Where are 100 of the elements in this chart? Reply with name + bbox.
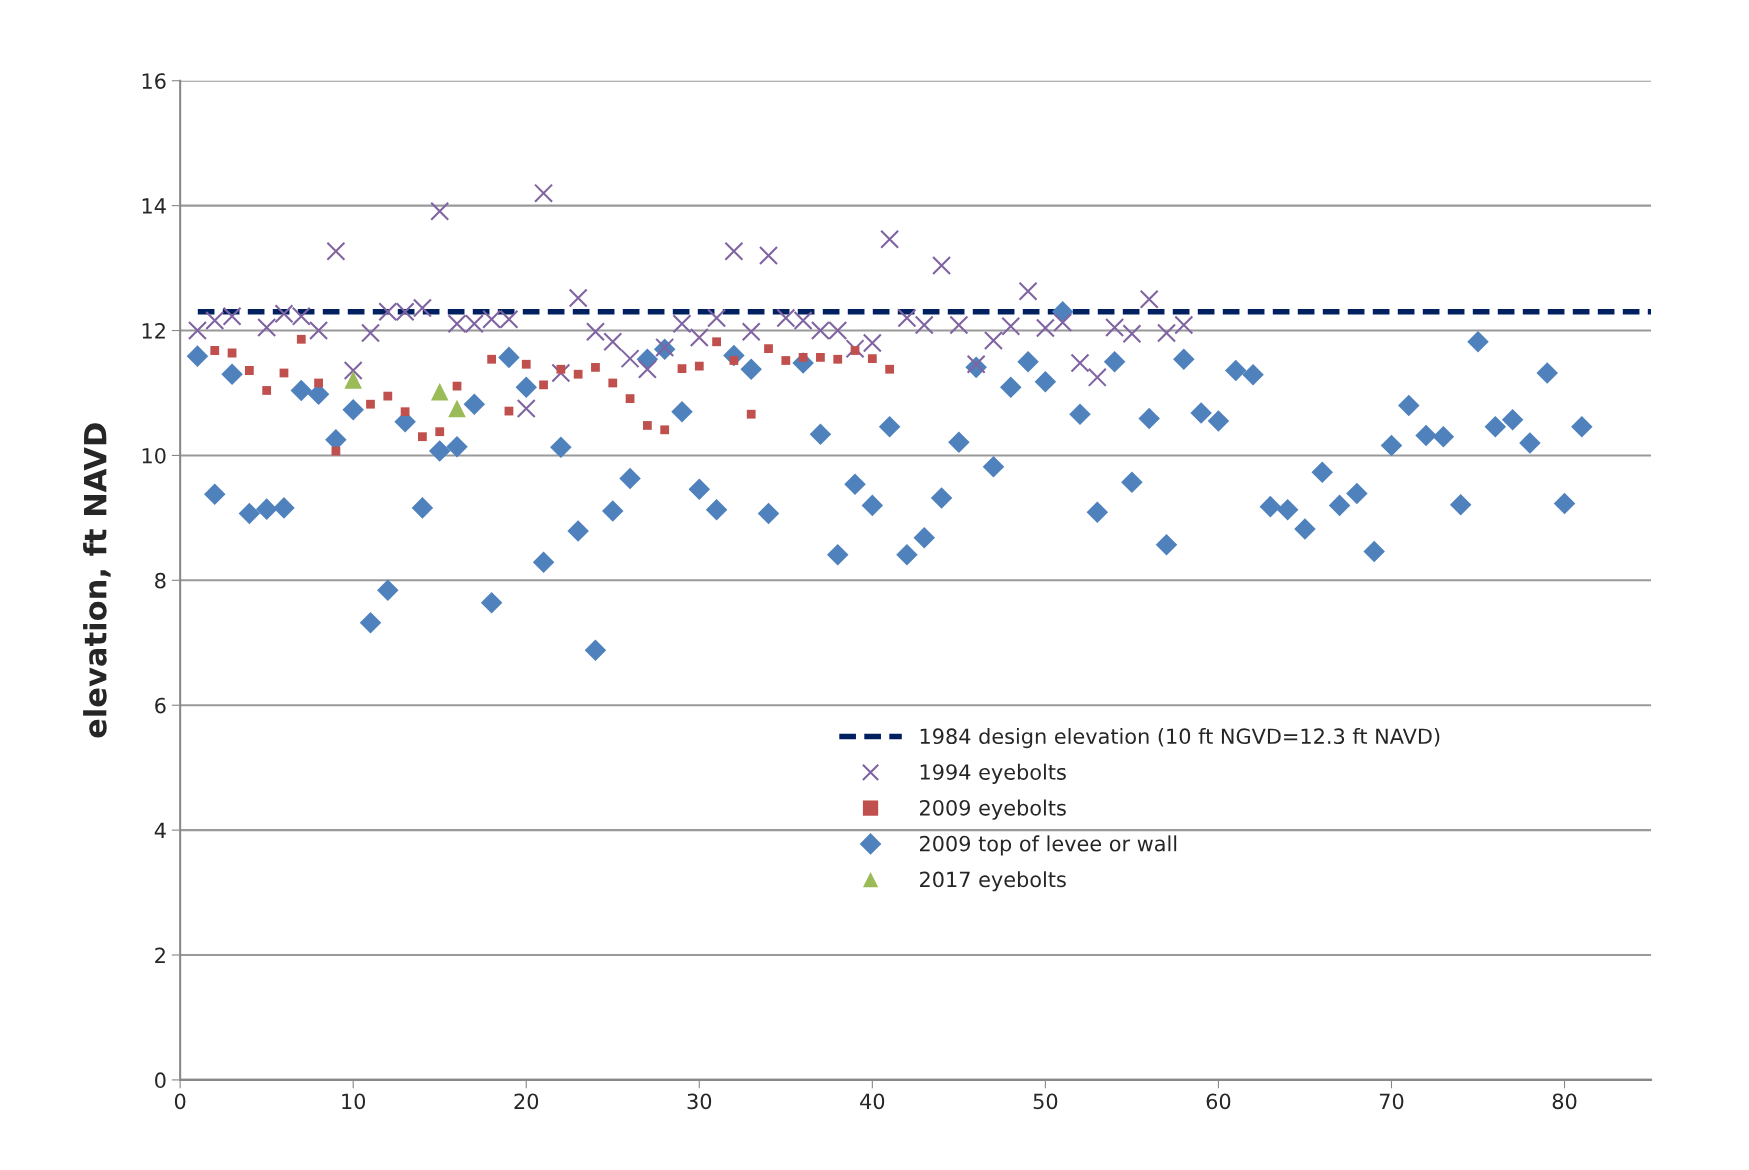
point bbox=[862, 333, 882, 353]
point bbox=[660, 425, 670, 435]
point bbox=[573, 369, 583, 379]
legend-label: 2017 eyebolts bbox=[919, 871, 1066, 892]
point bbox=[1174, 315, 1194, 335]
point bbox=[539, 380, 548, 390]
point bbox=[435, 427, 445, 437]
y-tick-label: 16 bbox=[142, 73, 166, 89]
x-tick-label: 40 bbox=[860, 1093, 885, 1110]
point bbox=[556, 364, 566, 374]
point bbox=[585, 322, 606, 342]
point bbox=[262, 386, 272, 395]
point bbox=[781, 356, 791, 365]
x-tick-label: 30 bbox=[687, 1093, 712, 1110]
point bbox=[845, 339, 865, 359]
y-tick-label: 12 bbox=[142, 322, 165, 339]
point bbox=[516, 399, 536, 419]
x-tick-label: 70 bbox=[1379, 1093, 1404, 1110]
x-tick-label: 60 bbox=[1206, 1093, 1231, 1110]
point bbox=[326, 241, 346, 261]
point bbox=[383, 391, 393, 401]
point bbox=[625, 394, 635, 403]
point bbox=[741, 322, 761, 342]
point bbox=[187, 320, 207, 341]
point bbox=[296, 334, 306, 344]
point bbox=[798, 352, 808, 362]
point bbox=[551, 363, 571, 383]
point bbox=[487, 354, 497, 364]
point bbox=[314, 378, 323, 388]
point bbox=[897, 308, 917, 328]
point bbox=[1139, 289, 1159, 309]
point bbox=[309, 320, 329, 341]
legend-label: 2009 eyebolts bbox=[919, 799, 1066, 820]
legend-label: 1984 design elevation (10 ft NGVD=12.3 ft NAVD) bbox=[920, 727, 1440, 749]
point bbox=[949, 315, 969, 335]
point bbox=[833, 354, 843, 364]
point bbox=[257, 317, 277, 337]
x-tick-label: 80 bbox=[1552, 1093, 1577, 1110]
point bbox=[344, 371, 362, 389]
point bbox=[244, 366, 254, 375]
point bbox=[983, 330, 1004, 351]
point bbox=[448, 399, 466, 418]
point bbox=[1156, 323, 1177, 343]
y-tick-label: 14 bbox=[142, 198, 166, 214]
point bbox=[712, 337, 721, 347]
point bbox=[591, 362, 600, 372]
point bbox=[867, 354, 877, 364]
point bbox=[764, 344, 773, 354]
point bbox=[694, 361, 704, 371]
point bbox=[637, 359, 657, 379]
x-tick-label: 0 bbox=[174, 1093, 186, 1110]
point bbox=[746, 409, 756, 419]
point bbox=[1018, 281, 1038, 301]
point bbox=[1087, 367, 1107, 387]
point bbox=[642, 421, 652, 430]
point bbox=[932, 256, 952, 276]
x-tick-label: 50 bbox=[1033, 1093, 1058, 1110]
point bbox=[1035, 318, 1055, 338]
point bbox=[343, 360, 363, 381]
point bbox=[816, 352, 825, 362]
y-axis-title: elevation, ft NAVD bbox=[83, 423, 111, 738]
point bbox=[603, 332, 623, 352]
point bbox=[430, 201, 450, 221]
point bbox=[914, 315, 934, 335]
point bbox=[205, 310, 225, 331]
point bbox=[1070, 353, 1090, 373]
point bbox=[418, 432, 427, 442]
point bbox=[850, 346, 860, 355]
point bbox=[430, 382, 449, 401]
y-tick-label: 6 bbox=[155, 697, 166, 714]
x-tick-label: 20 bbox=[514, 1093, 539, 1110]
y-tick-label: 4 bbox=[154, 822, 166, 839]
legend-label: 1994 eyebolts bbox=[920, 763, 1066, 784]
point bbox=[885, 364, 895, 374]
point bbox=[707, 308, 727, 328]
legend-label: 2009 top of levee or wall bbox=[919, 835, 1177, 856]
point bbox=[672, 314, 692, 334]
point bbox=[677, 364, 687, 374]
point bbox=[534, 183, 554, 203]
point bbox=[521, 359, 531, 369]
point bbox=[331, 446, 341, 456]
point bbox=[222, 306, 242, 326]
point bbox=[758, 246, 779, 266]
point bbox=[724, 241, 744, 261]
point bbox=[966, 354, 986, 374]
point bbox=[620, 349, 640, 369]
point bbox=[1053, 312, 1073, 332]
y-tick-label: 10 bbox=[142, 447, 166, 464]
point bbox=[210, 346, 220, 355]
point bbox=[400, 407, 410, 417]
point bbox=[360, 323, 381, 343]
point bbox=[1122, 324, 1142, 344]
point bbox=[568, 288, 588, 308]
x-tick-label: 10 bbox=[342, 1093, 366, 1110]
y-tick-label: 8 bbox=[155, 572, 166, 589]
y-tick-label: 2 bbox=[155, 947, 165, 963]
point bbox=[1001, 316, 1021, 336]
point bbox=[1105, 317, 1125, 337]
point bbox=[880, 229, 900, 249]
point bbox=[608, 378, 618, 388]
